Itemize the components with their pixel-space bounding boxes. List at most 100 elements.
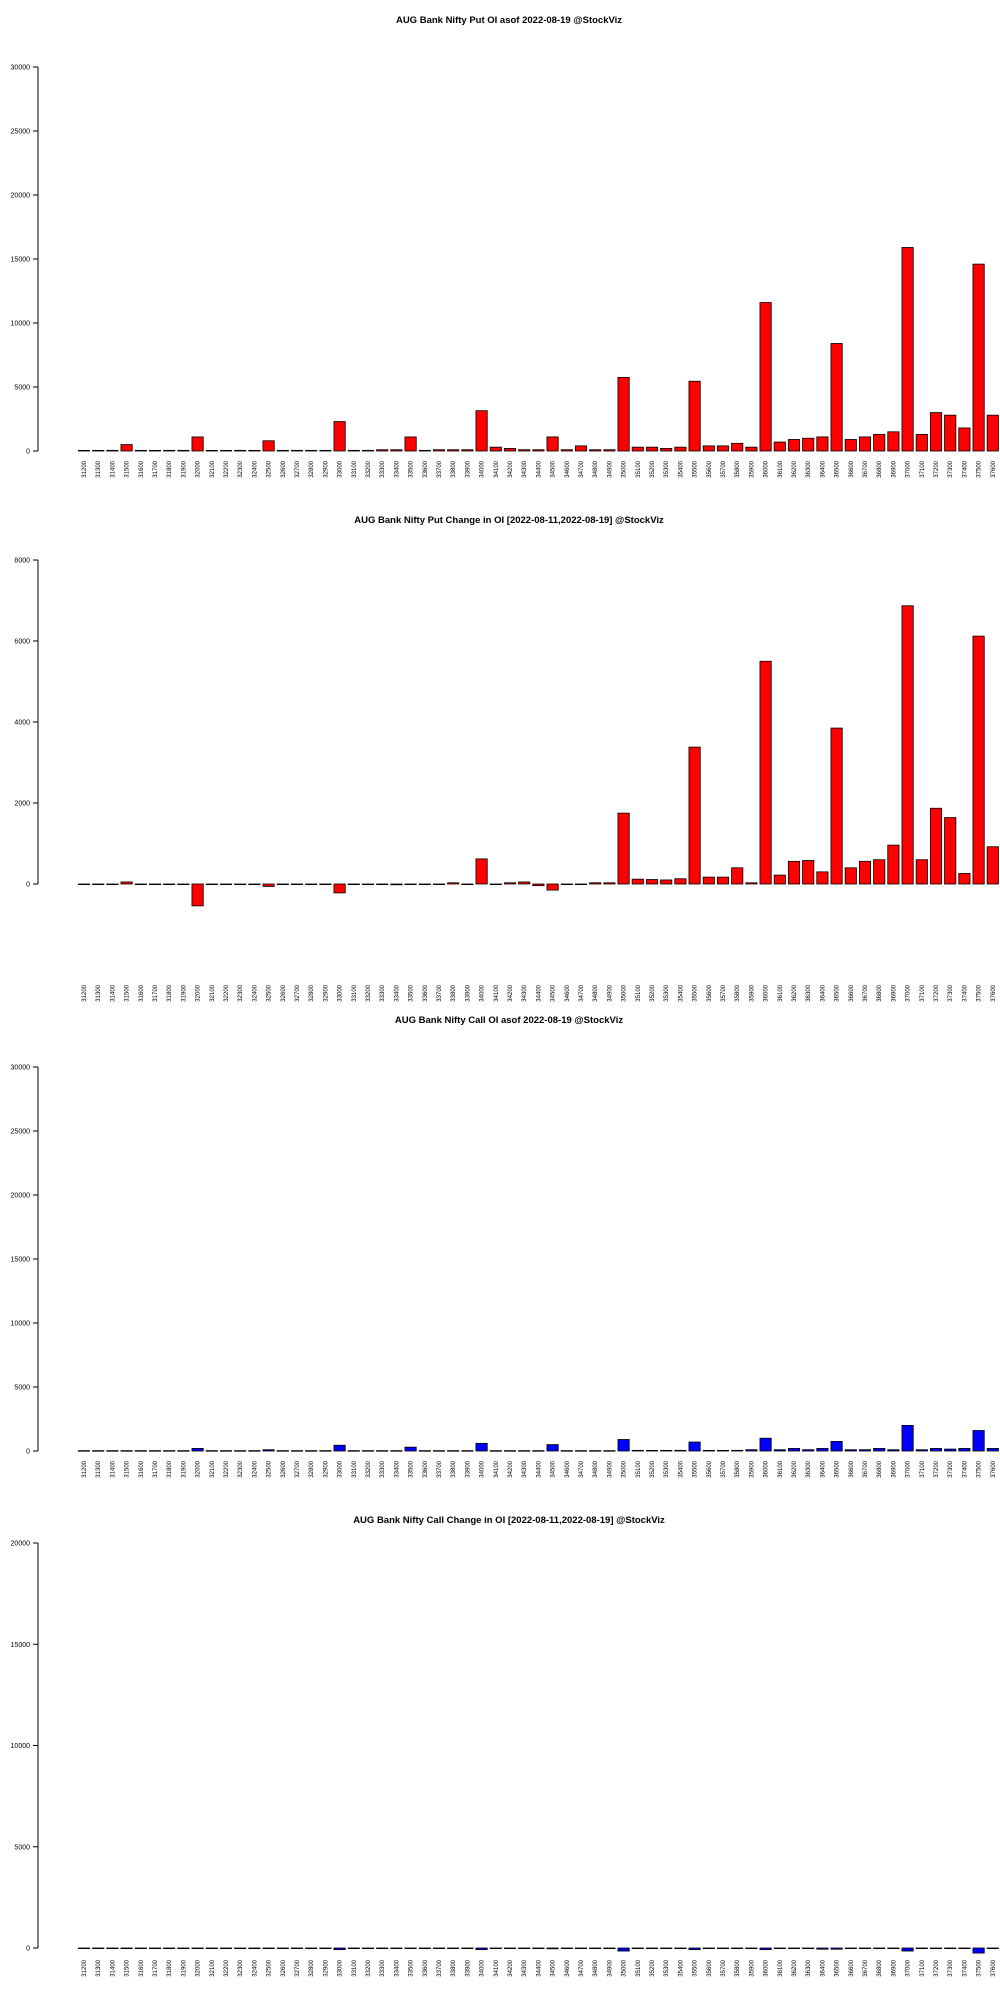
y-tick-label: 10000 — [11, 1743, 31, 1750]
bar — [674, 446, 687, 452]
bar — [475, 1442, 488, 1452]
bar — [958, 1448, 971, 1452]
bar — [120, 1947, 133, 1950]
bar — [447, 1450, 460, 1452]
x-tick-label: 32100 — [210, 1460, 216, 1477]
bar — [787, 1448, 801, 1452]
bar — [986, 1448, 999, 1452]
bar — [617, 1947, 630, 1952]
x-tick-label: 37200 — [934, 460, 940, 477]
bar — [461, 1450, 474, 1452]
x-tick-label: 34600 — [565, 984, 571, 1001]
bar — [617, 1439, 630, 1452]
x-tick-label: 35100 — [636, 984, 642, 1001]
bar — [219, 449, 233, 452]
bar — [134, 1450, 147, 1452]
bar — [191, 1448, 204, 1452]
x-tick-label: 31200 — [82, 984, 88, 1001]
x-tick-label: 35400 — [678, 1959, 684, 1976]
x-tick-label: 34400 — [536, 984, 542, 1001]
x-tick-label: 37500 — [977, 1460, 983, 1477]
bar — [716, 1947, 730, 1950]
bar — [475, 858, 488, 885]
x-tick-label: 36300 — [806, 1959, 812, 1976]
bar — [887, 1449, 900, 1452]
x-tick-label: 35400 — [678, 460, 684, 477]
bar — [901, 1425, 914, 1452]
x-tick-label: 33700 — [437, 984, 443, 1001]
bar — [759, 1947, 772, 1951]
bar — [915, 1449, 928, 1452]
x-tick-label: 35800 — [735, 1460, 741, 1477]
x-tick-label: 36400 — [820, 984, 826, 1001]
x-tick-label: 34900 — [607, 1959, 613, 1976]
bar — [503, 882, 517, 885]
bar — [929, 412, 943, 452]
bar — [972, 1430, 985, 1452]
bar — [844, 867, 857, 885]
x-tick-label: 33500 — [409, 460, 415, 477]
bar — [447, 449, 460, 452]
x-tick-label: 33600 — [423, 1460, 429, 1477]
bar — [276, 449, 289, 452]
bar — [802, 1449, 815, 1452]
y-tick-label: 30000 — [11, 1065, 31, 1072]
x-tick-label: 34000 — [480, 460, 486, 477]
x-tick-label: 35800 — [735, 460, 741, 477]
x-tick-label: 32400 — [252, 1959, 258, 1976]
bar — [745, 446, 758, 452]
x-tick-label: 31200 — [82, 460, 88, 477]
x-tick-label: 36200 — [792, 1959, 798, 1976]
bar — [546, 1947, 559, 1950]
bar — [305, 449, 318, 452]
bar — [688, 746, 701, 885]
bar — [972, 635, 985, 885]
bar — [574, 1450, 588, 1452]
x-tick-label: 36300 — [806, 1460, 812, 1477]
x-tick-label: 32700 — [295, 1959, 301, 1976]
bar — [972, 1947, 985, 1954]
bar — [986, 846, 999, 885]
chart-title: AUG Bank Nifty Call OI asof 2022-08-19 @… — [395, 1015, 623, 1026]
x-tick-label: 34500 — [551, 984, 557, 1001]
x-tick-label: 31500 — [125, 1460, 131, 1477]
bar — [191, 883, 204, 907]
bar — [404, 883, 417, 886]
bar — [660, 448, 673, 452]
x-tick-label: 33400 — [394, 984, 400, 1001]
x-tick-label: 33100 — [352, 1460, 358, 1477]
x-tick-label: 37000 — [906, 1460, 912, 1477]
y-tick-label: 25000 — [11, 129, 31, 136]
x-tick-label: 34200 — [508, 460, 514, 477]
bar — [631, 878, 644, 885]
x-tick-label: 32200 — [224, 460, 230, 477]
bar — [92, 1947, 105, 1950]
x-tick-label: 32400 — [252, 984, 258, 1001]
x-tick-label: 31900 — [181, 1460, 187, 1477]
bar — [432, 883, 446, 886]
call-oi-chart: AUG Bank Nifty Call OI asof 2022-08-19 @… — [11, 1015, 999, 1478]
bar — [830, 727, 843, 885]
bar — [802, 1947, 815, 1950]
x-tick-label: 36400 — [820, 1959, 826, 1976]
x-tick-label: 31300 — [96, 460, 102, 477]
bar — [333, 1947, 346, 1951]
x-tick-label: 33600 — [423, 1959, 429, 1976]
x-tick-label: 31400 — [110, 984, 116, 1001]
x-tick-label: 35500 — [693, 1460, 699, 1477]
bar — [376, 883, 389, 886]
x-tick-label: 31800 — [167, 1460, 173, 1477]
bar — [333, 1444, 346, 1452]
x-tick-label: 36400 — [820, 1460, 826, 1477]
x-tick-label: 36100 — [778, 460, 784, 477]
bar — [560, 1947, 573, 1950]
bar — [290, 449, 304, 452]
bar — [972, 263, 985, 452]
bar — [873, 433, 886, 452]
x-tick-label: 34300 — [522, 984, 528, 1001]
bar — [134, 449, 147, 452]
x-tick-label: 34500 — [551, 460, 557, 477]
bar — [475, 1947, 488, 1951]
bar — [361, 449, 375, 452]
bar — [773, 441, 786, 452]
